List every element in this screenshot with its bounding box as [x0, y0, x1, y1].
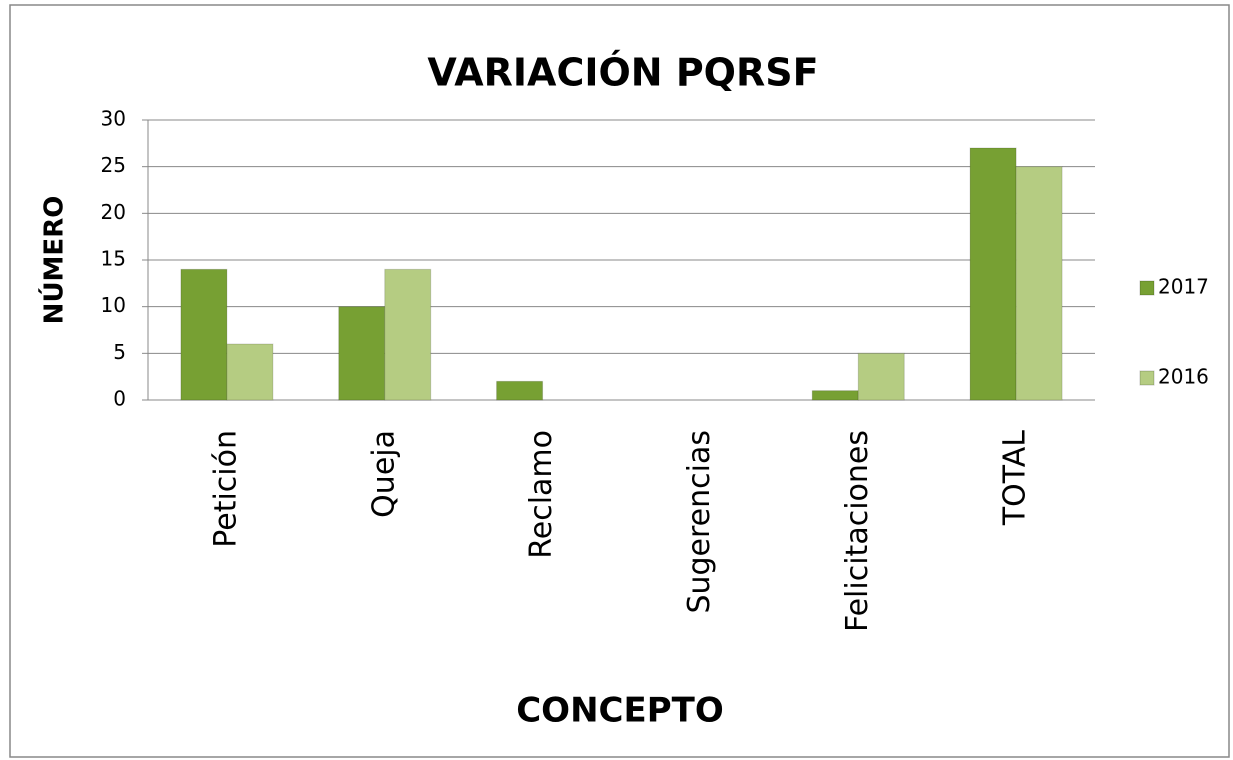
bar: [969, 147, 1017, 401]
y-axis-label: NÚMERO: [38, 196, 70, 325]
x-tick-label: Petición: [208, 430, 243, 548]
x-tick-label: Sugerencias: [682, 430, 717, 614]
y-tick-label: 5: [113, 340, 126, 364]
x-tick-label: TOTAL: [998, 430, 1033, 526]
x-tick-label: Felicitaciones: [840, 430, 875, 632]
y-tick-label: 25: [101, 153, 126, 177]
legend-label: 2016: [1158, 365, 1209, 389]
y-tick-label: 0: [113, 387, 126, 411]
y-tick-label: 10: [101, 293, 126, 317]
legend-swatch: [1139, 280, 1155, 296]
y-tick-label: 30: [101, 107, 126, 131]
bar: [384, 268, 432, 401]
bar: [811, 390, 859, 401]
x-axis-label: CONCEPTO: [516, 691, 724, 731]
bar: [180, 268, 228, 401]
y-tick-label: 15: [101, 247, 126, 271]
bar: [857, 352, 905, 401]
chart-title: VARIACIÓN PQRSF: [427, 51, 818, 95]
bar: [338, 306, 386, 401]
legend-label: 2017: [1158, 275, 1209, 299]
x-tick-label: Reclamo: [524, 430, 559, 559]
bar: [496, 380, 544, 401]
x-tick-label: Queja: [366, 430, 401, 518]
legend-swatch: [1139, 370, 1155, 386]
y-tick-label: 20: [101, 200, 126, 224]
bar: [1015, 166, 1063, 401]
bar: [226, 343, 274, 401]
